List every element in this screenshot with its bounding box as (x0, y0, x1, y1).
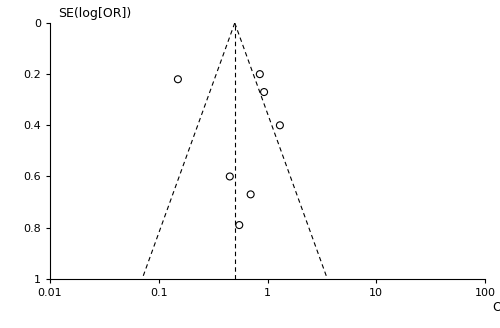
Point (256, 72, 264, 77)
Text: OR: OR (492, 301, 500, 314)
Point (276, 123, 284, 128)
Point (260, 90, 268, 95)
Text: SE(log[OR]): SE(log[OR]) (58, 7, 132, 20)
Point (246, 192, 254, 197)
Point (174, 77, 182, 82)
Point (236, 222, 244, 228)
Point (226, 174, 234, 179)
